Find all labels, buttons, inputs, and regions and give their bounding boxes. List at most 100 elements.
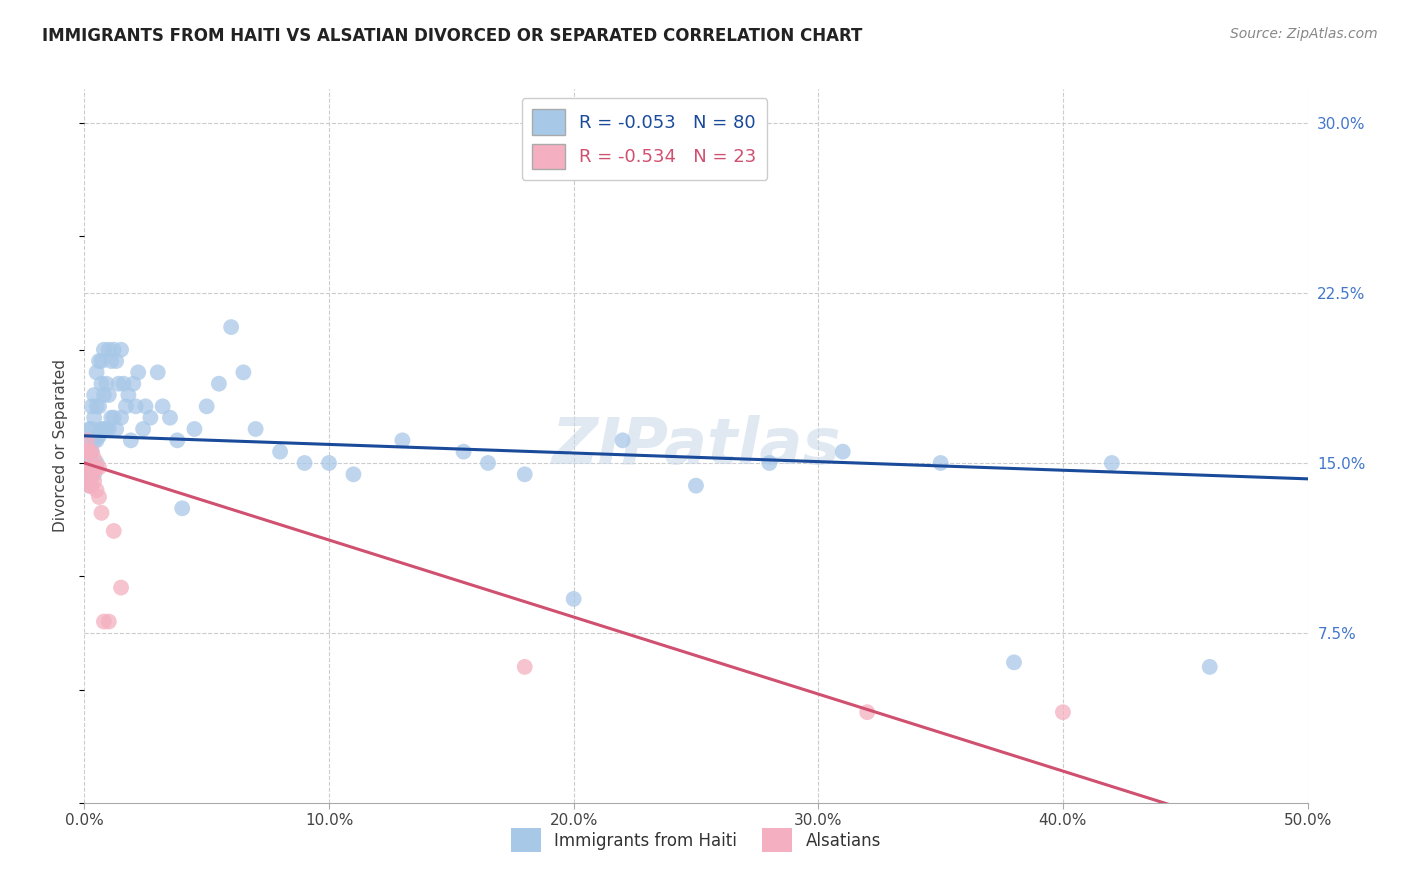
Point xyxy=(208,376,231,391)
Point xyxy=(96,422,118,436)
Point xyxy=(83,410,105,425)
Point xyxy=(76,467,98,482)
Point xyxy=(103,524,125,538)
Point xyxy=(93,343,115,357)
Point xyxy=(342,467,364,482)
Point xyxy=(166,434,188,448)
Point xyxy=(80,444,103,458)
Point xyxy=(195,400,218,414)
Point xyxy=(97,422,120,436)
Point xyxy=(76,467,98,482)
Text: Source: ZipAtlas.com: Source: ZipAtlas.com xyxy=(1230,27,1378,41)
Point xyxy=(612,434,634,448)
Point xyxy=(294,456,316,470)
Point xyxy=(90,376,112,391)
Point xyxy=(269,444,291,458)
Point xyxy=(97,388,120,402)
Point xyxy=(96,376,118,391)
Point xyxy=(146,365,169,379)
Point xyxy=(391,434,413,448)
Point xyxy=(1002,656,1025,670)
Text: IMMIGRANTS FROM HAITI VS ALSATIAN DIVORCED OR SEPARATED CORRELATION CHART: IMMIGRANTS FROM HAITI VS ALSATIAN DIVORC… xyxy=(42,27,862,45)
Point xyxy=(86,400,108,414)
Point xyxy=(80,467,103,482)
Point xyxy=(90,354,112,368)
Point xyxy=(77,467,100,482)
Point xyxy=(80,444,103,458)
Y-axis label: Divorced or Separated: Divorced or Separated xyxy=(53,359,69,533)
Point xyxy=(117,388,139,402)
Point xyxy=(87,354,110,368)
Point xyxy=(112,376,135,391)
Point xyxy=(245,422,267,436)
Point xyxy=(477,456,499,470)
Point xyxy=(97,615,120,629)
Point xyxy=(83,474,105,488)
Point xyxy=(110,410,132,425)
Point xyxy=(107,376,129,391)
Point xyxy=(83,451,105,466)
Point xyxy=(90,422,112,436)
Point xyxy=(105,422,128,436)
Point xyxy=(83,434,105,448)
Point xyxy=(87,460,110,475)
Point xyxy=(93,422,115,436)
Point xyxy=(86,483,108,498)
Point xyxy=(77,444,100,458)
Point xyxy=(1101,456,1123,470)
Legend: Immigrants from Haiti, Alsatians: Immigrants from Haiti, Alsatians xyxy=(505,822,887,859)
Point xyxy=(100,410,122,425)
Point xyxy=(453,444,475,458)
Point xyxy=(76,444,98,458)
Point xyxy=(103,410,125,425)
Point xyxy=(122,376,145,391)
Point xyxy=(1198,660,1220,674)
Point xyxy=(929,456,952,470)
Point xyxy=(80,478,103,492)
Point xyxy=(856,705,879,719)
Point xyxy=(77,478,100,492)
Point xyxy=(105,354,128,368)
Point xyxy=(83,388,105,402)
Point xyxy=(110,581,132,595)
Point xyxy=(100,354,122,368)
Point xyxy=(120,434,142,448)
Point xyxy=(76,434,98,448)
Point xyxy=(86,460,108,475)
Point xyxy=(139,410,162,425)
Point xyxy=(87,490,110,504)
Point xyxy=(831,444,853,458)
Point xyxy=(172,501,194,516)
Point xyxy=(318,456,340,470)
Point xyxy=(86,365,108,379)
Point xyxy=(183,422,205,436)
Point xyxy=(152,400,174,414)
Point xyxy=(110,343,132,357)
Point xyxy=(513,660,536,674)
Point xyxy=(87,400,110,414)
Point xyxy=(80,400,103,414)
Point xyxy=(77,444,100,458)
Point xyxy=(103,343,125,357)
Point xyxy=(76,434,98,448)
Point xyxy=(758,456,780,470)
Point xyxy=(1052,705,1074,719)
Text: ZIPatlas: ZIPatlas xyxy=(551,415,841,477)
Point xyxy=(86,456,108,470)
Point xyxy=(513,467,536,482)
Point xyxy=(562,591,585,606)
Point xyxy=(159,410,181,425)
Point xyxy=(132,422,155,436)
Point xyxy=(97,343,120,357)
Point xyxy=(125,400,148,414)
Point xyxy=(135,400,157,414)
Point xyxy=(77,422,100,436)
Point xyxy=(86,434,108,448)
Point xyxy=(80,422,103,436)
Point xyxy=(76,456,98,470)
Point xyxy=(90,506,112,520)
Point xyxy=(232,365,254,379)
Point xyxy=(80,467,103,482)
Point xyxy=(83,467,105,482)
Point xyxy=(685,478,707,492)
